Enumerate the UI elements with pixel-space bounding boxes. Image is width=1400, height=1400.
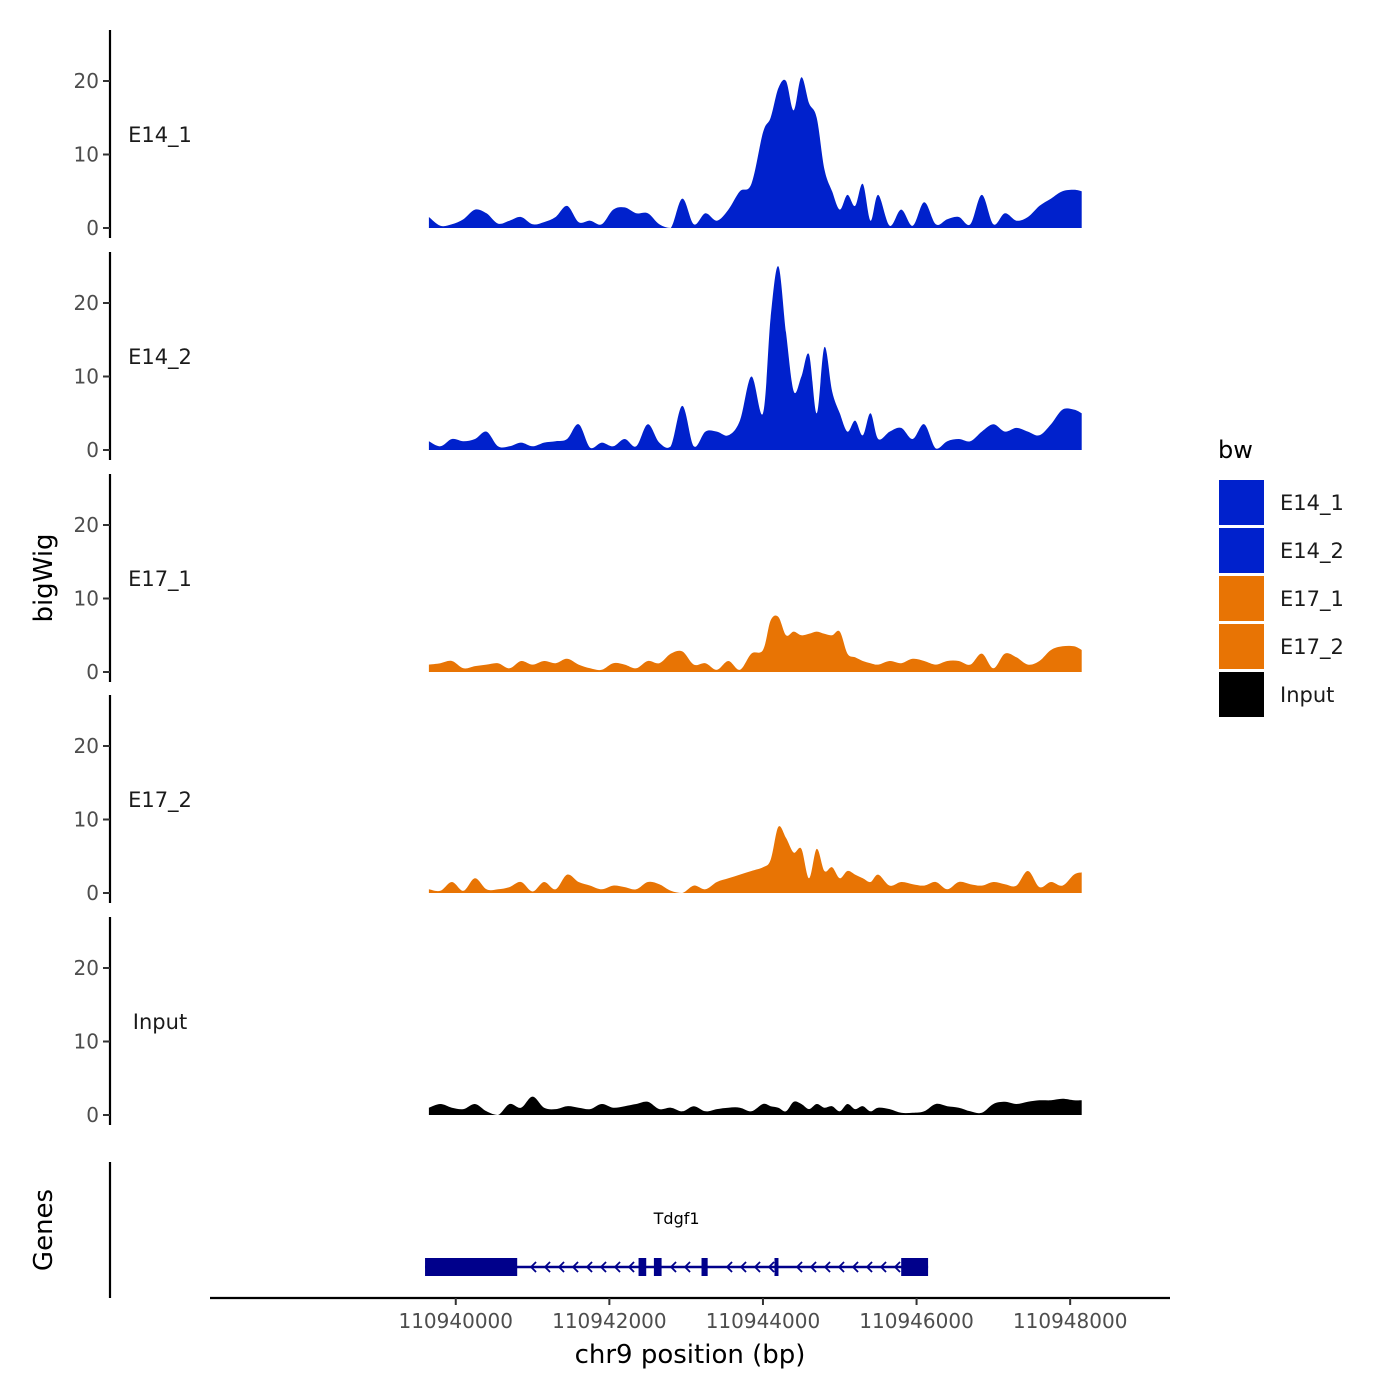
signal-tracks: 0 10 20 E14_1 0 10 20 E14_2 0 10 20 E17_1 0 10 20 E17_2…	[74, 30, 1082, 1127]
strand-arrow	[879, 1261, 887, 1273]
strand-arrow	[725, 1261, 733, 1273]
area-E14_1	[428, 77, 1082, 228]
strand-arrow	[893, 1261, 901, 1273]
strand-arrow	[865, 1261, 873, 1273]
strand-arrow	[795, 1261, 803, 1273]
strand-arrow	[543, 1261, 551, 1273]
strand-arrow	[613, 1261, 621, 1273]
y-tick-label: 10	[74, 143, 99, 167]
strand-arrow	[627, 1261, 635, 1273]
exon-1	[425, 1258, 518, 1276]
legend-swatch-E17_2	[1219, 624, 1264, 669]
legend: bw E14_1 E14_2 E17_1 E17_2 Input	[1218, 436, 1344, 717]
genes-axis-title: Genes	[29, 1189, 59, 1271]
exon-3	[653, 1258, 662, 1276]
x-tick-label: 110946000	[859, 1309, 974, 1333]
area-Input	[428, 1096, 1082, 1115]
track-Input: 0 10 20 Input	[74, 917, 1082, 1127]
x-tick-label: 110944000	[706, 1309, 821, 1333]
area-E17_2	[428, 826, 1082, 893]
y-tick-label: 20	[74, 69, 99, 93]
strand-arrow	[683, 1261, 691, 1273]
y-tick-label: 10	[74, 365, 99, 389]
y-tick-label: 10	[74, 1030, 99, 1054]
y-tick-label: 20	[74, 956, 99, 980]
strand-arrow	[557, 1261, 565, 1273]
gene-model	[425, 1258, 929, 1276]
y-tick-label: 0	[86, 1103, 99, 1127]
area-E17_1	[428, 615, 1082, 672]
legend-label-E17_2: E17_2	[1280, 635, 1344, 660]
legend-swatch-Input	[1219, 672, 1264, 717]
strand-arrow	[669, 1261, 677, 1273]
strand-arrow	[837, 1261, 845, 1273]
legend-label-Input: Input	[1280, 683, 1334, 707]
x-tick-label: 110942000	[552, 1309, 667, 1333]
strand-arrow	[529, 1261, 537, 1273]
track-E17_2: 0 10 20 E17_2	[74, 695, 1082, 905]
legend-label-E14_2: E14_2	[1280, 539, 1344, 564]
track-E14_1: 0 10 20 E14_1	[74, 30, 1082, 240]
y-tick-label: 20	[74, 291, 99, 315]
legend-swatch-E17_1	[1219, 576, 1264, 621]
strand-arrow	[739, 1261, 747, 1273]
y-tick-label: 0	[86, 881, 99, 905]
legend-title: bw	[1218, 436, 1253, 464]
x-axis: 110940000 110942000 110944000 110946000 1109…	[210, 1296, 1170, 1333]
exon-5	[774, 1258, 779, 1276]
y-tick-label: 20	[74, 513, 99, 537]
strand-arrow	[823, 1261, 831, 1273]
track-E14_2: 0 10 20 E14_2	[74, 252, 1082, 462]
track-label-E17_2: E17_2	[128, 788, 192, 813]
area-E14_2	[428, 266, 1082, 450]
gene-name-label: Tdgf1	[653, 1209, 700, 1228]
y-tick-label: 0	[86, 660, 99, 684]
legend-swatch-E14_1	[1219, 480, 1264, 525]
strand-arrow	[585, 1261, 593, 1273]
x-tick-label: 110940000	[398, 1309, 513, 1333]
y-tick-label: 0	[86, 216, 99, 240]
strand-arrow	[851, 1261, 859, 1273]
legend-swatch-E14_2	[1219, 528, 1264, 573]
x-axis-ticks: 110940000 110942000 110944000 110946000 1109…	[398, 1298, 1127, 1333]
strand-arrow	[571, 1261, 579, 1273]
strand-arrow	[599, 1261, 607, 1273]
track-label-E14_2: E14_2	[128, 345, 192, 370]
track-E17_1: 0 10 20 E17_1	[74, 474, 1082, 684]
track-label-Input: Input	[133, 1010, 187, 1034]
x-axis-title: chr9 position (bp)	[575, 1340, 806, 1370]
y-tick-label: 20	[74, 734, 99, 758]
track-label-E17_1: E17_1	[128, 567, 192, 592]
strand-arrow	[809, 1261, 817, 1273]
legend-entries: E14_1 E14_2 E17_1 E17_2 Input	[1219, 480, 1344, 717]
x-tick-label: 110948000	[1013, 1309, 1128, 1333]
exon-6	[901, 1258, 929, 1276]
legend-label-E14_1: E14_1	[1280, 491, 1344, 516]
y-tick-label: 10	[74, 808, 99, 832]
exon-4	[701, 1258, 708, 1276]
strand-arrow	[753, 1261, 761, 1273]
y-axis-title: bigWig	[29, 533, 59, 622]
y-tick-label: 10	[74, 587, 99, 611]
genes-panel: Tdgf1	[108, 1162, 929, 1298]
strand-arrow	[767, 1261, 775, 1273]
track-label-E14_1: E14_1	[128, 123, 192, 148]
exon-2	[638, 1258, 647, 1276]
legend-label-E17_1: E17_1	[1280, 587, 1344, 612]
y-tick-label: 0	[86, 438, 99, 462]
